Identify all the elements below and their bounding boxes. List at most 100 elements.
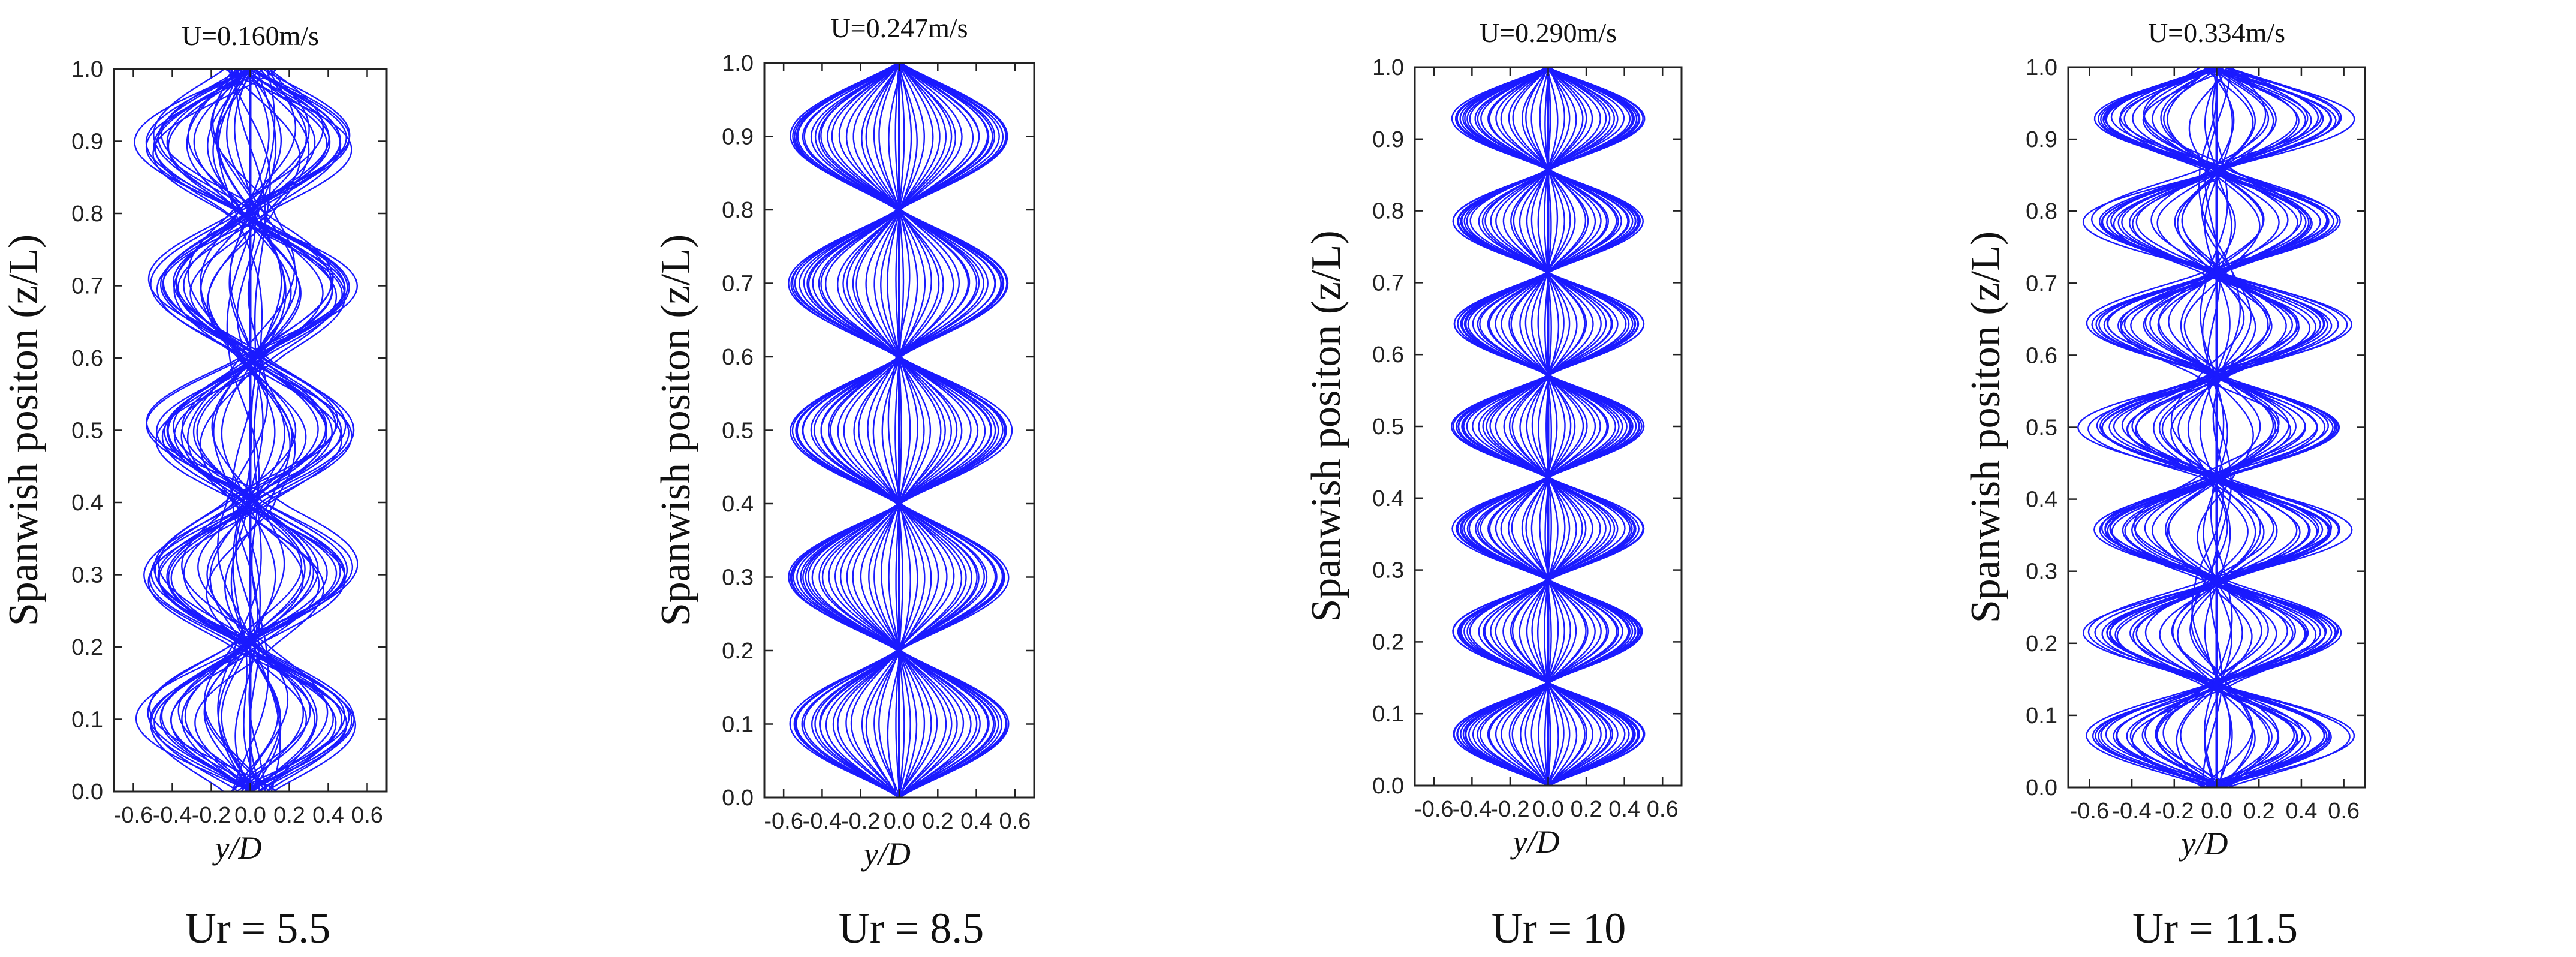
- trace-line: [149, 69, 346, 792]
- x-tick-label: -0.4: [153, 803, 192, 828]
- x-tick-label: 0.2: [922, 809, 954, 834]
- y-tick-label: 0.7: [2026, 271, 2057, 296]
- y-tick-label: 0.0: [2026, 775, 2057, 800]
- y-tick-label: 0.0: [722, 786, 754, 811]
- trace-line: [887, 63, 912, 798]
- trace-line: [852, 63, 947, 798]
- trace-line: [880, 63, 918, 798]
- trace-line: [1530, 67, 1566, 786]
- x-tick-label: 0.6: [351, 803, 383, 828]
- trace-line: [217, 69, 263, 792]
- panel-1: 0.00.10.20.30.40.50.60.70.80.91.0-0.6 -0.…: [1, 20, 388, 952]
- x-tick-label: -0.6: [114, 803, 153, 828]
- x-tick-label: -0.4: [1453, 797, 1492, 822]
- trace-line: [1453, 67, 1643, 786]
- trace-line: [2187, 67, 2253, 787]
- x-tick-label: 0.4: [1608, 797, 1640, 822]
- y-tick-label: 0.0: [71, 780, 103, 805]
- x-tick-label: -0.6: [764, 809, 803, 834]
- x-tick-label: -0.2: [1490, 797, 1529, 822]
- trace-line: [1452, 67, 1645, 786]
- trace-line: [213, 69, 298, 792]
- y-axis-label: Spanwish positon (z/L): [653, 234, 699, 626]
- x-tick-label: 0.0: [2201, 799, 2232, 824]
- trace-line: [1519, 67, 1578, 786]
- y-tick-label: 0.3: [1372, 558, 1404, 583]
- y-tick-label: 0.5: [71, 419, 103, 444]
- y-tick-label: 0.1: [71, 708, 103, 733]
- trace-line: [2176, 67, 2254, 787]
- y-tick-label: 0.7: [722, 272, 754, 297]
- y-tick-label: 0.9: [71, 130, 103, 155]
- trace-line: [1472, 67, 1623, 786]
- x-tick-label: 0.0: [234, 803, 266, 828]
- y-axis-label: Spanwish positon (z/L): [1963, 231, 2009, 623]
- panel-3: 0.00.10.20.30.40.50.60.70.80.91.0-0.6-0.…: [1303, 17, 1683, 952]
- y-tick-label: 0.2: [2026, 631, 2057, 657]
- trace-line: [811, 63, 989, 798]
- trace-line: [2132, 67, 2301, 787]
- y-tick-label: 0.3: [722, 565, 754, 591]
- trace-line: [1484, 67, 1613, 786]
- trace-line: [830, 63, 969, 798]
- trace-line: [1478, 67, 1619, 786]
- y-tick-label: 0.1: [722, 712, 754, 738]
- x-tick-label: 0.6: [2328, 799, 2360, 824]
- trace-line: [200, 69, 308, 792]
- trace-line: [2177, 67, 2256, 787]
- y-tick-label: 0.4: [1372, 486, 1404, 511]
- y-axis-label: Spanwish positon (z/L): [1, 234, 47, 626]
- x-axis-label: y/D: [861, 836, 911, 872]
- x-tick-label: 0.4: [960, 809, 992, 834]
- y-tick-label: 0.8: [71, 201, 103, 227]
- y-tick-label: 0.3: [2026, 559, 2057, 585]
- y-axis-label: Spanwish positon (z/L): [1303, 230, 1349, 622]
- trace-line: [2155, 67, 2277, 787]
- y-tick-label: 0.6: [2026, 343, 2057, 368]
- trace-line: [2113, 67, 2318, 787]
- y-tick-label: 1.0: [722, 51, 754, 76]
- y-tick-label: 0.0: [1372, 774, 1404, 799]
- trace-group: [1450, 67, 1646, 786]
- x-tick-label: -0.2: [2155, 799, 2194, 824]
- trace-line: [855, 63, 942, 798]
- trace-line: [2199, 67, 2234, 787]
- trace-line: [846, 63, 953, 798]
- x-axis-label: y/D: [212, 830, 262, 866]
- panel-caption: Ur = 10: [1492, 904, 1626, 952]
- trace-line: [850, 63, 948, 798]
- trace-line: [865, 63, 934, 798]
- trace-line: [146, 69, 358, 792]
- y-tick-label: 0.8: [2026, 199, 2057, 224]
- x-tick-label: 0.0: [884, 809, 915, 834]
- y-tick-label: 0.7: [1372, 270, 1404, 296]
- y-tick-label: 1.0: [71, 57, 103, 82]
- trace-line: [1495, 67, 1602, 786]
- x-tick-label: -0.2: [192, 803, 231, 828]
- x-axis-label: y/D: [2179, 826, 2228, 862]
- trace-line: [145, 69, 350, 792]
- trace-line: [894, 63, 905, 798]
- trace-group: [134, 69, 358, 792]
- trace-line: [215, 69, 285, 792]
- trace-line: [2144, 67, 2287, 787]
- y-tick-label: 0.4: [2026, 487, 2057, 513]
- y-tick-label: 0.9: [2026, 127, 2057, 152]
- y-tick-label: 0.9: [1372, 127, 1404, 152]
- y-tick-label: 0.8: [722, 198, 754, 223]
- trace-line: [1465, 67, 1631, 786]
- x-tick-label: 0.4: [312, 803, 344, 828]
- trace-line: [1502, 67, 1594, 786]
- x-tick-label: 0.2: [273, 803, 305, 828]
- y-tick-label: 0.4: [71, 490, 103, 516]
- trace-line: [2087, 67, 2339, 787]
- x-tick-label: -0.6: [1414, 797, 1453, 822]
- panel-caption: Ur = 11.5: [2132, 904, 2298, 952]
- y-tick-label: 0.2: [722, 639, 754, 664]
- y-tick-label: 0.7: [71, 274, 103, 299]
- trace-line: [1544, 67, 1552, 786]
- y-tick-label: 0.5: [722, 419, 754, 444]
- trace-line: [186, 69, 325, 792]
- trace-line: [1526, 67, 1571, 786]
